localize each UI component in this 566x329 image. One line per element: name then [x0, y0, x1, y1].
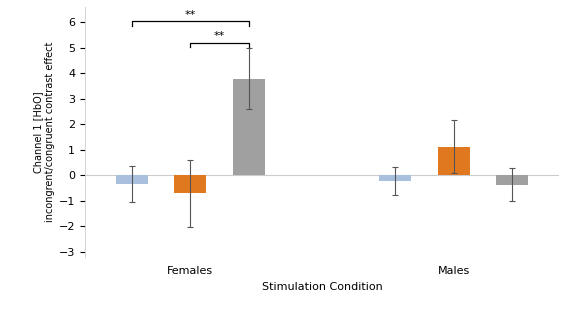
Bar: [379, 175, 411, 181]
Bar: [233, 79, 265, 175]
Text: **: **: [185, 10, 196, 20]
Bar: [174, 175, 207, 193]
Bar: [115, 175, 148, 184]
Bar: [496, 175, 528, 185]
Text: **: **: [214, 31, 225, 41]
Bar: [438, 146, 470, 175]
X-axis label: Stimulation Condition: Stimulation Condition: [261, 282, 383, 292]
Y-axis label: Channel 1 [HbO]
incongrent/congruent contrast effect: Channel 1 [HbO] incongrent/congruent con…: [33, 41, 54, 222]
